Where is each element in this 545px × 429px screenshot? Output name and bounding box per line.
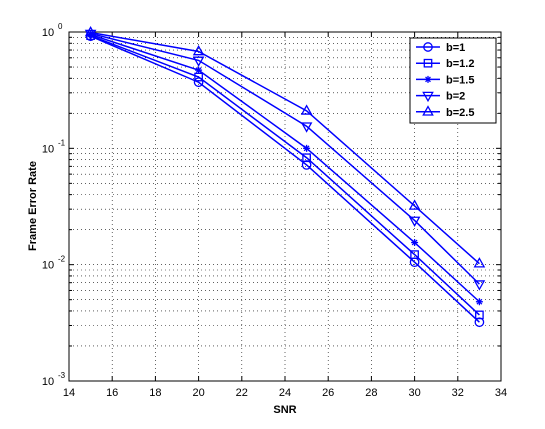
marker-star: [411, 239, 419, 247]
series-b=2: [84, 29, 486, 291]
y-tick-label-exponent: -1: [58, 138, 66, 147]
legend-label: b=1.5: [446, 74, 474, 86]
x-axis-label: SNR: [273, 404, 296, 416]
series-line: [90, 34, 480, 316]
x-tick-label: 22: [236, 387, 248, 399]
legend-label: b=1.2: [446, 58, 474, 70]
x-tick-label: 34: [495, 387, 507, 399]
legend-entry: b=1: [416, 42, 465, 54]
marker-triangle-down: [473, 280, 486, 291]
y-tick-label-exponent: -3: [58, 371, 66, 380]
x-tick-label: 18: [149, 387, 161, 399]
marker-star-stroke: [411, 239, 418, 246]
marker-star-stroke: [303, 145, 310, 152]
marker-triangle-up: [300, 104, 313, 115]
marker-star-stroke: [425, 76, 431, 83]
x-tick-label: 16: [106, 387, 118, 399]
marker-triangle-up: [473, 257, 486, 268]
marker-square: [475, 310, 484, 320]
y-tick-label-exponent: -2: [58, 255, 66, 264]
series-line: [90, 35, 480, 323]
legend-box: [409, 37, 497, 124]
marker-triangle-up: [422, 105, 434, 116]
marker-triangle-down: [84, 29, 97, 41]
x-tick-label: 24: [279, 387, 291, 399]
marker-triangle-up: [192, 44, 205, 56]
marker-triangle-down: [408, 216, 421, 227]
marker-square: [410, 250, 419, 259]
legend-entry: b=1.2: [416, 58, 474, 70]
x-tick-label: 20: [192, 387, 204, 399]
marker-circle: [193, 77, 204, 88]
legend-entry: b=2.5: [416, 105, 474, 119]
marker-triangle-down: [192, 56, 205, 67]
x-tick-label: 26: [322, 387, 334, 399]
legend-label: b=2: [446, 91, 465, 103]
y-tick-label: 10: [42, 27, 54, 39]
y-tick-label-exponent: 0: [58, 22, 63, 31]
marker-triangle-down: [300, 122, 313, 133]
marker-star: [303, 144, 311, 152]
marker-circle: [423, 42, 433, 52]
x-tick-label: 14: [63, 387, 75, 399]
legend-entry: b=2: [416, 91, 465, 103]
legend-label: b=1: [446, 42, 465, 54]
marker-star: [195, 66, 203, 74]
axis-ticks: 14 16 18 20 22 24 26 28 30 32 34 10 -3 10 -2 10 -1 10 0: [42, 22, 507, 399]
series-b=1.5: [87, 31, 483, 306]
y-tick-label: 10: [42, 260, 54, 272]
series-line: [90, 32, 480, 285]
legend: b=1 b=1.2 b=1.5 b=2 b=2.5: [409, 37, 497, 124]
series-b=2.5: [84, 25, 486, 268]
series-line: [90, 31, 480, 265]
marker-star: [424, 75, 432, 83]
y-axis-label: Frame Error Rate: [27, 161, 39, 251]
marker-star-stroke: [476, 298, 483, 305]
marker-triangle-up: [408, 199, 421, 210]
marker-star: [475, 298, 483, 306]
marker-triangle-up: [84, 25, 97, 37]
data-series: [84, 25, 486, 328]
y-tick-label: 10: [42, 143, 54, 155]
x-tick-label: 30: [408, 387, 420, 399]
marker-circle: [301, 160, 312, 170]
marker-triangle-down: [422, 91, 434, 103]
legend-entry: b=1.5: [416, 74, 474, 86]
x-tick-label: 28: [365, 387, 377, 399]
legend-label: b=2.5: [446, 107, 474, 119]
x-tick-label: 32: [452, 387, 464, 399]
marker-square: [423, 58, 433, 68]
marker-star-stroke: [195, 67, 202, 74]
y-tick-label: 10: [42, 376, 54, 388]
marker-square: [302, 153, 311, 163]
